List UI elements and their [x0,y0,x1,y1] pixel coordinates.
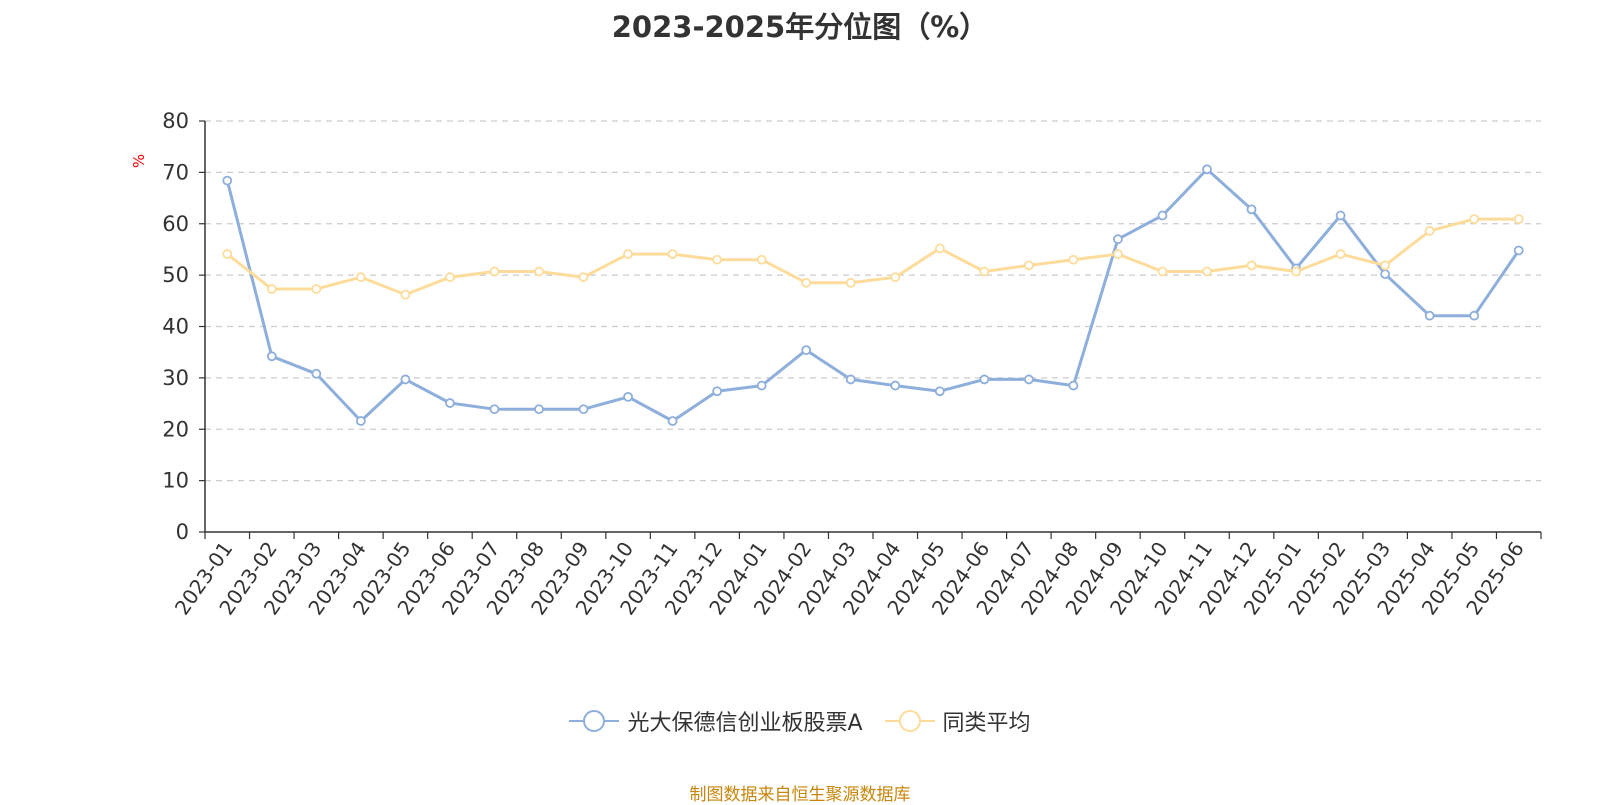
data-point[interactable] [1023,260,1034,271]
x-tick-labels: 2023-012023-022023-032023-042023-052023-… [170,537,1529,619]
data-point[interactable] [1380,260,1391,271]
data-point[interactable] [445,272,455,283]
data-point[interactable] [756,254,767,265]
data-point[interactable] [712,386,723,397]
data-point[interactable] [1157,266,1168,277]
data-point[interactable] [623,249,633,259]
y-tick-label: 10 [162,469,189,493]
data-point[interactable] [801,277,812,288]
data-point[interactable] [355,272,366,283]
data-point[interactable] [1469,214,1480,225]
data-point[interactable] [1513,214,1524,225]
data-point[interactable] [1424,226,1435,236]
data-point[interactable] [623,391,633,402]
data-point[interactable] [1291,266,1301,277]
data-point[interactable] [578,404,589,415]
data-point[interactable] [1335,210,1346,221]
grid-lines [205,120,1541,482]
data-point[interactable] [1068,380,1079,391]
legend-item-series-1[interactable]: 光大保德信创业板股票A [569,705,863,737]
data-point[interactable] [311,284,322,294]
series-line [226,217,1519,297]
data-point[interactable] [489,404,500,415]
data-point[interactable] [1113,234,1123,245]
data-point[interactable] [1246,204,1257,215]
data-point[interactable] [1202,164,1212,175]
data-point[interactable] [845,374,856,385]
data-point[interactable] [979,374,990,385]
legend-swatch-series-1 [569,710,620,732]
y-tick-labels: 0 10 20 30 40 50 60 70 80 [162,109,189,544]
data-point[interactable] [1246,260,1257,271]
data-point[interactable] [845,277,856,288]
data-point[interactable] [934,386,945,397]
series [222,164,1524,426]
data-point[interactable] [445,398,455,408]
data-point[interactable] [222,249,233,259]
data-point[interactable] [534,266,544,277]
data-point[interactable] [489,266,500,277]
data-point[interactable] [534,404,544,415]
series-2 [222,214,1524,300]
legend-swatch-series-2 [884,710,935,732]
data-point[interactable] [266,284,277,294]
data-point[interactable] [1424,310,1435,321]
data-point[interactable] [890,272,901,283]
data-point[interactable] [1380,269,1391,279]
data-point[interactable] [1335,249,1346,259]
data-point[interactable] [1469,310,1480,321]
data-point[interactable] [801,345,812,356]
y-tick-label: 40 [162,315,189,339]
data-point[interactable] [400,374,411,385]
data-point[interactable] [1513,245,1524,256]
series-line [225,167,1520,423]
y-axis-unit-label: % [130,154,148,168]
data-point[interactable] [1068,254,1079,265]
y-tick-label: 70 [162,160,189,184]
y-tick-label: 80 [162,109,189,133]
legend: 光大保德信创业板股票A 同类平均 [0,705,1600,737]
y-tick-label: 60 [162,212,189,236]
data-point[interactable] [222,175,233,186]
y-tick-label: 20 [162,417,189,441]
line-chart: % 0 10 20 30 40 50 60 70 80 2023-012023-022023-0… [130,109,1542,619]
data-point[interactable] [578,272,589,283]
data-point[interactable] [712,254,723,265]
legend-label-series-2: 同类平均 [942,711,1031,736]
data-point[interactable] [667,416,678,426]
data-point[interactable] [355,416,366,426]
data-point[interactable] [667,249,678,259]
data-point[interactable] [1113,249,1123,259]
y-tick-label: 30 [162,366,189,390]
data-point[interactable] [400,289,411,300]
data-point[interactable] [1202,266,1212,277]
data-point[interactable] [934,243,945,254]
legend-label-series-1: 光大保德信创业板股票A [627,711,863,736]
legend-item-series-2[interactable]: 同类平均 [884,705,1031,737]
data-point[interactable] [1023,374,1034,385]
data-point[interactable] [311,368,322,379]
data-point[interactable] [979,266,990,277]
axes [199,120,1542,539]
y-tick-label: 50 [162,263,189,287]
data-point[interactable] [1157,210,1168,221]
data-point[interactable] [890,380,901,391]
y-tick-label: 0 [176,520,189,544]
data-point[interactable] [266,351,277,362]
source-note: 制图数据来自恒生聚源数据库 [689,785,911,805]
chart-title: 2023-2025年分位图（%） [611,10,989,44]
data-point[interactable] [756,380,767,391]
series-1 [222,164,1524,426]
